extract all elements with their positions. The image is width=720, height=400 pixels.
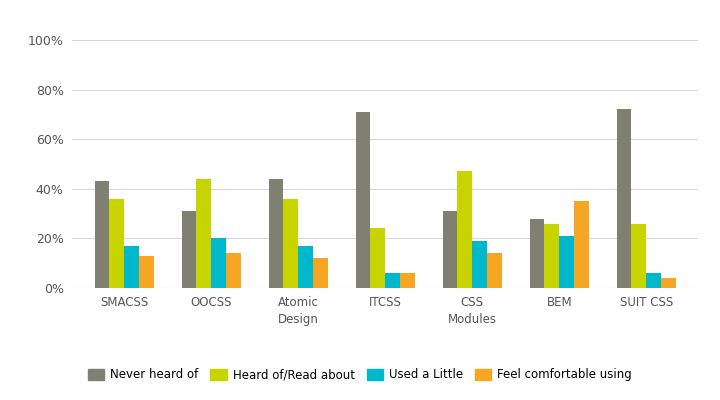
Bar: [197, 179, 211, 288]
Bar: [530, 218, 544, 288]
Bar: [443, 211, 457, 288]
Bar: [647, 273, 661, 288]
Bar: [457, 172, 472, 288]
Bar: [370, 228, 385, 288]
Bar: [385, 273, 400, 288]
Bar: [109, 199, 124, 288]
Bar: [124, 246, 139, 288]
Bar: [284, 199, 298, 288]
Bar: [574, 201, 589, 288]
Bar: [94, 181, 109, 288]
Bar: [544, 224, 559, 288]
Bar: [139, 256, 154, 288]
Bar: [631, 224, 647, 288]
Bar: [226, 253, 240, 288]
Bar: [211, 238, 226, 288]
Bar: [181, 211, 197, 288]
Bar: [472, 241, 487, 288]
Bar: [298, 246, 313, 288]
Bar: [616, 110, 631, 288]
Bar: [661, 278, 676, 288]
Bar: [487, 253, 502, 288]
Bar: [269, 179, 284, 288]
Bar: [559, 236, 574, 288]
Bar: [313, 258, 328, 288]
Bar: [400, 273, 415, 288]
Bar: [356, 112, 370, 288]
Legend: Never heard of, Heard of/Read about, Used a Little, Feel comfortable using: Never heard of, Heard of/Read about, Use…: [83, 364, 637, 386]
